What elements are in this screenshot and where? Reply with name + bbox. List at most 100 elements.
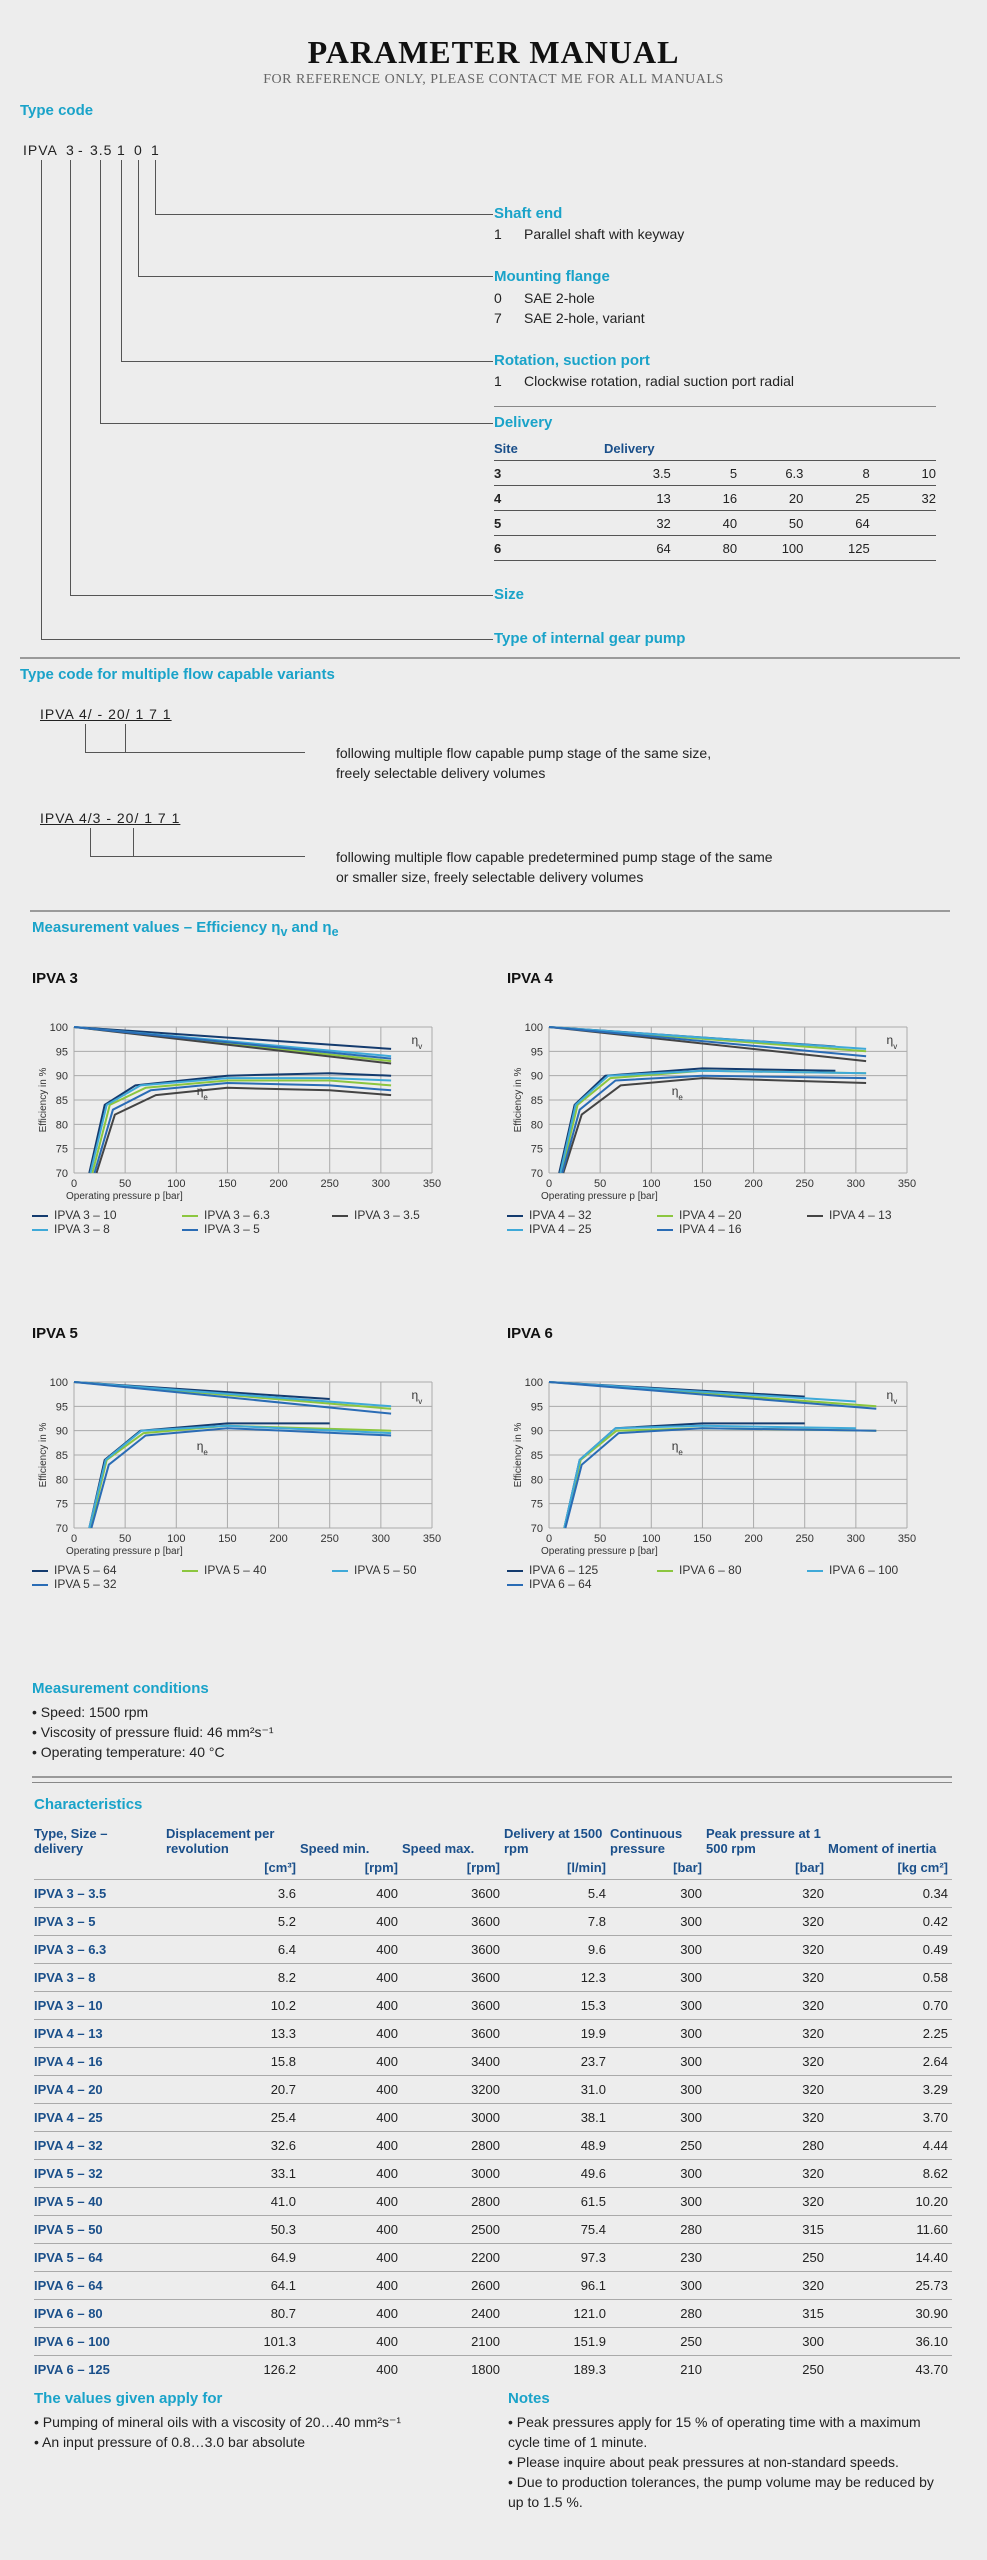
sub-v: v	[418, 1042, 422, 1051]
legend-swatch	[32, 1583, 48, 1586]
value-cell: 320	[706, 2187, 828, 2216]
page-subtitle: FOR REFERENCE ONLY, PLEASE CONTACT ME FO…	[263, 72, 724, 87]
value-cell: 3000	[402, 2159, 504, 2188]
series-line-eta-v	[73, 1026, 392, 1060]
value-cell: 151.9	[504, 2327, 610, 2356]
table-header: Continuous pressure	[610, 1826, 683, 1856]
value-cell: 400	[300, 2131, 402, 2160]
value-cell: 97.3	[504, 2243, 610, 2272]
legend-item: IPVA 6 – 64	[507, 1577, 657, 1591]
legend-label: IPVA 5 – 64	[54, 1563, 117, 1577]
conditions-list: Speed: 1500 rpm Viscosity of pressure fl…	[32, 1702, 274, 1762]
type-cell: IPVA 5 – 50	[34, 2215, 166, 2244]
value-cell: 7.8	[504, 1907, 610, 1936]
chart-plot: 70 75 80 85 90 95 100 0 50 100 150 200 250 300 350 Oper…	[513, 1022, 916, 1202]
delivery-value-cell: 3.5	[652, 465, 671, 481]
value-cell: 30.90	[828, 2299, 952, 2328]
series-line-eta-e	[89, 1424, 392, 1529]
y-tick-label: 80	[531, 1119, 543, 1131]
x-tick-label: 250	[796, 1533, 814, 1545]
x-tick-label: 100	[167, 1178, 185, 1190]
table-unit: [rpm]	[466, 1860, 500, 1875]
type-code-flange: 0	[134, 142, 143, 158]
value-cell: 320	[706, 2075, 828, 2104]
legend-item: IPVA 6 – 100	[807, 1563, 947, 1577]
divider	[30, 910, 950, 912]
legend-swatch	[32, 1228, 48, 1231]
x-tick-label: 250	[321, 1178, 339, 1190]
table-header: Type, Size – delivery	[34, 1826, 108, 1856]
table-header: Speed min.	[300, 1841, 370, 1856]
connector-line	[70, 160, 71, 595]
type-code-ipva: IPVA	[23, 142, 58, 158]
type-cell: IPVA 6 – 80	[34, 2299, 166, 2328]
sub-e: e	[203, 1448, 208, 1457]
x-tick-label: 100	[642, 1178, 660, 1190]
x-tick-label: 0	[71, 1533, 77, 1545]
table-row: IPVA 4 – 32 32.6 400 2800 48.9 250 280 4.44	[34, 2131, 952, 2160]
chart-legend: IPVA 6 – 125 IPVA 6 – 80 IPVA 6 – 100 IPVA …	[507, 1563, 947, 1591]
shaft-end-code: 1	[494, 226, 502, 242]
label-eta-v: ηv	[887, 1033, 898, 1051]
x-tick-label: 50	[594, 1178, 606, 1190]
value-cell: 32.6	[166, 2131, 300, 2160]
value-cell: 38.1	[504, 2103, 610, 2132]
sub-e: e	[331, 925, 339, 939]
table-row: IPVA 6 – 64 64.1 400 2600 96.1 300 320 25.73	[34, 2271, 952, 2300]
value-cell: 3.29	[828, 2075, 952, 2104]
delivery-value-cell: 20	[788, 490, 804, 506]
value-cell: 25.73	[828, 2271, 952, 2300]
value-cell: 320	[706, 1907, 828, 1936]
delivery-row: 5 32 40 50 64	[494, 511, 936, 536]
multi-heading: Type code for multiple flow capable vari…	[20, 666, 335, 683]
delivery-col-delivery: Delivery	[604, 440, 655, 456]
y-tick-label: 100	[50, 1377, 68, 1389]
value-cell: 6.4	[166, 1935, 300, 1964]
value-cell: 0.34	[828, 1879, 952, 1908]
flange-code-7: 7	[494, 310, 502, 326]
y-tick-label: 75	[56, 1144, 68, 1156]
legend-label: IPVA 4 – 13	[829, 1208, 892, 1222]
value-cell: 400	[300, 2355, 402, 2383]
legend-swatch	[32, 1569, 48, 1572]
type-cell: IPVA 3 – 3.5	[34, 1879, 166, 1908]
delivery-value-cell	[870, 536, 936, 561]
characteristics-heading: Characteristics	[34, 1796, 143, 1813]
value-cell: 3000	[402, 2103, 504, 2132]
y-tick-label: 80	[56, 1474, 68, 1486]
value-cell: 3.70	[828, 2103, 952, 2132]
value-cell: 400	[300, 2047, 402, 2076]
x-tick-label: 50	[119, 1533, 131, 1545]
value-cell: 400	[300, 1907, 402, 1936]
legend-label: IPVA 6 – 100	[829, 1563, 899, 1577]
type-cell: IPVA 6 – 64	[34, 2271, 166, 2300]
x-tick-label: 350	[423, 1178, 441, 1190]
legend-item: IPVA 4 – 32	[507, 1208, 657, 1222]
type-cell: IPVA 4 – 13	[34, 2019, 166, 2048]
multi-code-1: IPVA 4/ - 20/ 1 7 1	[40, 706, 172, 722]
legend-swatch	[32, 1214, 48, 1217]
y-tick-label: 100	[50, 1022, 68, 1034]
y-tick-label: 75	[531, 1144, 543, 1156]
conditions-heading: Measurement conditions	[32, 1680, 209, 1697]
x-tick-label: 50	[119, 1178, 131, 1190]
label-eta-v: ηv	[887, 1388, 898, 1406]
chart-title: IPVA 6	[507, 1325, 553, 1342]
connector-line	[125, 724, 126, 752]
delivery-value-cell: 40	[722, 515, 738, 531]
x-tick-label: 150	[693, 1178, 711, 1190]
value-cell: 400	[300, 1991, 402, 2020]
value-cell: 3.6	[166, 1879, 300, 1908]
x-tick-label: 350	[898, 1533, 916, 1545]
chart-ipva-3: IPVA 3 70 75 80 85 90 95 100 0 50 100 150 200 250 300 3…	[32, 970, 472, 1270]
y-tick-label: 70	[56, 1168, 68, 1180]
value-cell: 43.70	[828, 2355, 952, 2383]
value-cell: 400	[300, 2103, 402, 2132]
label-eta-v: ηv	[412, 1388, 423, 1406]
value-cell: 300	[610, 2019, 706, 2048]
y-tick-label: 85	[531, 1095, 543, 1107]
value-cell: 23.7	[504, 2047, 610, 2076]
x-tick-label: 150	[693, 1533, 711, 1545]
value-cell: 15.8	[166, 2047, 300, 2076]
chart-legend: IPVA 4 – 32 IPVA 4 – 20 IPVA 4 – 13 IPVA 4 …	[507, 1208, 947, 1236]
